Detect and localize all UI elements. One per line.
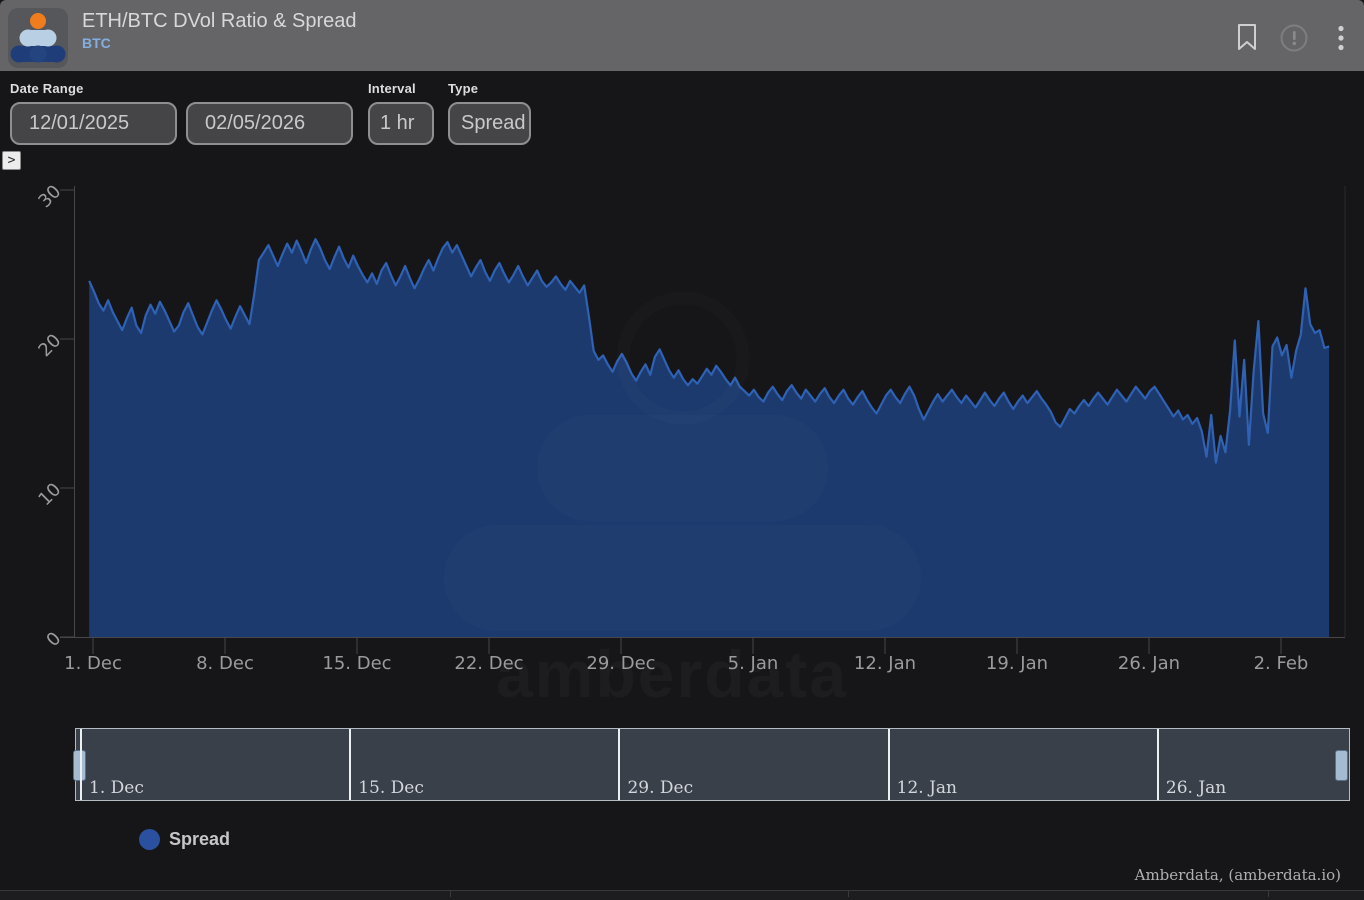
area-series-fill[interactable] [89, 239, 1330, 637]
amberdata-logo[interactable] [8, 8, 68, 68]
watermark-text: amberdata [496, 637, 848, 711]
panel-tick [848, 891, 849, 897]
navigator-label: 12. Jan [896, 778, 957, 798]
navigator-left-handle[interactable] [73, 750, 86, 781]
bookmark-icon [1238, 24, 1256, 50]
date-to-input[interactable]: 02/05/2026 [186, 102, 353, 145]
kebab-menu-icon [1338, 25, 1344, 51]
next-panel-edge [0, 890, 1364, 900]
legend-item-spread[interactable]: Spread [139, 829, 230, 850]
header-titles: ETH/BTC DVol Ratio & Spread BTC [82, 9, 357, 52]
legend-label: Spread [169, 829, 231, 849]
expand-panel-button[interactable]: > [2, 151, 21, 170]
x-axis-label: 19. Jan [985, 653, 1049, 674]
navigator-label: 1. Dec [89, 778, 144, 798]
panel-tick [450, 891, 451, 897]
navigator-gridline [349, 729, 352, 800]
interval-label: Interval [368, 81, 416, 96]
x-axis-label: 12. Jan [853, 653, 917, 674]
interval-select[interactable]: 1 hr [368, 102, 434, 145]
navigator-gridline [80, 729, 82, 800]
page-subtitle: BTC [82, 35, 111, 51]
type-select[interactable]: Spread [448, 102, 531, 145]
menu-button[interactable] [1336, 25, 1346, 56]
navigator-gridline [1156, 729, 1159, 800]
x-axis-label: 22. Dec [454, 653, 524, 674]
navigator-label: 26. Jan [1165, 778, 1227, 798]
header: ETH/BTC DVol Ratio & Spread BTC [0, 0, 1364, 71]
range-navigator[interactable]: 1. Dec 15. Dec 29. Dec 12. Jan 26. Jan [73, 728, 1350, 801]
bookmark-button[interactable] [1236, 23, 1258, 56]
amberdata-logo-icon [10, 13, 66, 63]
x-axis-label: 29. Dec [586, 653, 656, 674]
x-axis-label: 1. Dec [64, 653, 122, 674]
x-axis-label: 2. Feb [1253, 653, 1309, 674]
navigator-label: 29. Dec [627, 778, 694, 798]
x-axis-label: 26. Jan [1117, 653, 1181, 674]
x-axis-label: 8. Dec [196, 653, 254, 674]
type-label: Type [448, 81, 479, 96]
info-button[interactable] [1280, 24, 1308, 57]
x-axis-label: 5. Jan [727, 653, 779, 674]
x-axis-label: 15. Dec [322, 653, 392, 674]
navigator-label: 15. Dec [358, 778, 424, 798]
credits-link[interactable]: Amberdata, (amberdata.io) [1134, 866, 1341, 884]
date-from-input[interactable]: 12/01/2025 [10, 102, 177, 145]
date-range-label: Date Range [10, 81, 84, 96]
legend-marker [139, 829, 160, 850]
panel-tick [1268, 891, 1269, 897]
series-line [88, 238, 1330, 464]
navigator-right-handle[interactable] [1335, 750, 1348, 781]
info-icon [1280, 24, 1308, 52]
page-title: ETH/BTC DVol Ratio & Spread [82, 10, 357, 32]
navigator-gridline [618, 729, 621, 800]
navigator-gridline [887, 729, 890, 800]
